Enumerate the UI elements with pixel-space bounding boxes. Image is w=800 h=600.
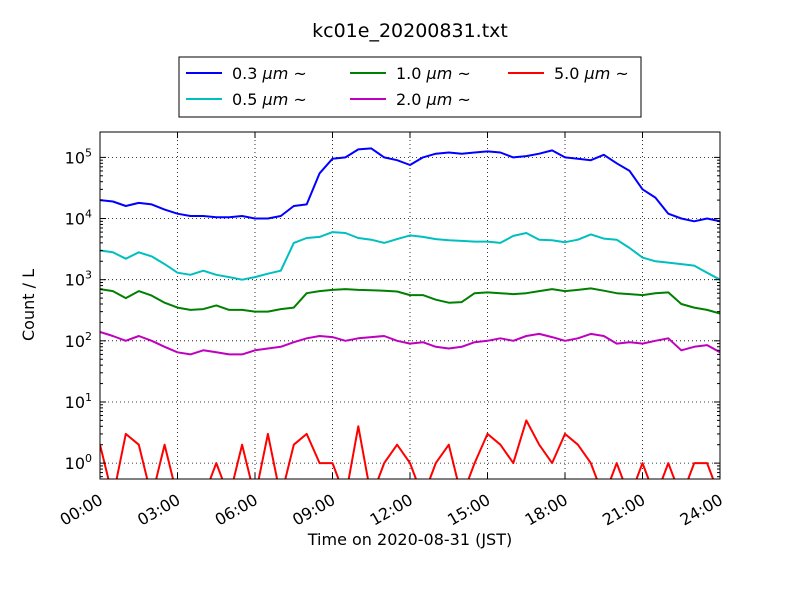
x-tick-label: 15:00 (444, 490, 493, 530)
series-line-5-0 (100, 419, 715, 479)
legend-entry: 2.0 μm ~ (396, 90, 471, 109)
x-tick-label: 21:00 (599, 490, 648, 530)
grid-lines (99, 132, 721, 479)
legend-entry: 0.3 μm ~ (232, 64, 307, 83)
legend-box (178, 56, 642, 118)
series-line-1-0 (100, 287, 720, 315)
y-tick-label: 101 (65, 391, 92, 412)
x-tick-label: 03:00 (134, 490, 183, 530)
legend-entry: 5.0 μm ~ (554, 64, 629, 83)
axis-ticks (99, 132, 721, 479)
x-tick-label: 00:00 (57, 490, 106, 530)
legend-entry: 0.5 μm ~ (232, 90, 307, 109)
series-line-0-5 (100, 231, 720, 281)
series-layer (100, 147, 720, 479)
x-tick-labels: 00:00 03:00 06:00 09:00 12:00 15:00 18:00 21:00… (57, 490, 726, 530)
y-tick-label: 104 (65, 208, 92, 229)
legend-entry: 1.0 μm ~ (396, 64, 471, 83)
y-axis-label: Count / L (19, 269, 38, 341)
y-tick-label: 100 (65, 452, 92, 473)
series-line-2-0 (100, 330, 720, 356)
x-tick-label: 18:00 (522, 490, 571, 530)
x-tick-label: 06:00 (212, 490, 261, 530)
y-tick-label: 103 (65, 269, 92, 290)
legend: 0.3 μm ~ 0.5 μm ~ 1.0 μm ~ 2.0 μm ~ 5.0 μm ~ (178, 56, 642, 118)
y-tick-label: 105 (65, 146, 92, 167)
y-tick-labels: 100 101 102 103 104 105 (65, 146, 92, 473)
x-axis-label: Time on 2020-08-31 (JST) (307, 530, 512, 549)
series-line-0-3 (100, 147, 720, 223)
x-tick-label: 12:00 (367, 490, 416, 530)
x-tick-label: 24:00 (677, 490, 726, 530)
y-tick-label: 102 (65, 330, 92, 351)
x-tick-label: 09:00 (289, 490, 338, 530)
chart-title: kc01e_20200831.txt (312, 20, 508, 42)
